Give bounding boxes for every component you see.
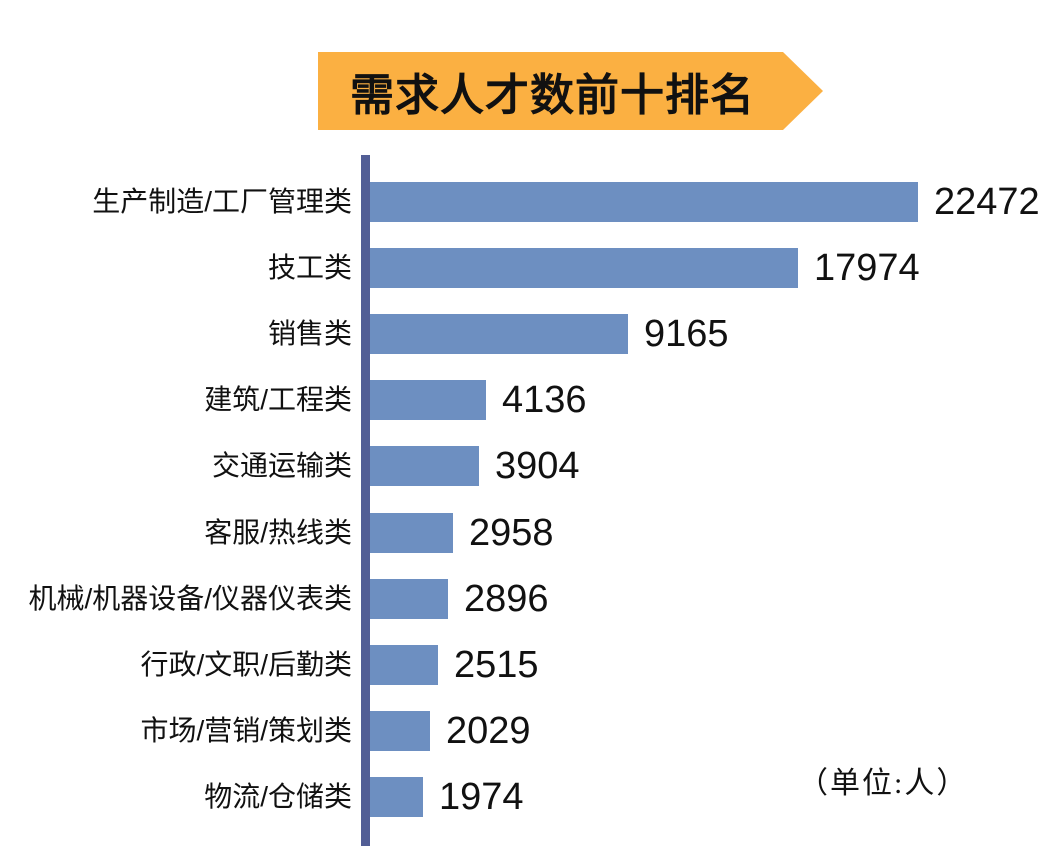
bar [370, 579, 448, 619]
value-label: 1974 [439, 776, 524, 818]
category-label: 技工类 [267, 252, 352, 283]
bar [370, 513, 453, 553]
bar [370, 314, 628, 354]
bar [370, 711, 430, 751]
bar [370, 777, 423, 817]
bar-row: 交通运输类 3904 [0, 446, 1050, 486]
category-label: 销售类 [267, 318, 352, 349]
bar [370, 248, 798, 288]
bar [370, 182, 918, 222]
category-label: 建筑/工程类 [204, 384, 352, 415]
chart-title: 需求人才数前十排名 [350, 71, 755, 120]
value-label: 4136 [502, 379, 587, 421]
value-label: 2515 [454, 644, 539, 686]
unit-note: （单位:人） [798, 767, 969, 800]
category-label: 市场/营销/策划类 [140, 715, 352, 746]
bar-row: 机械/机器设备/仪器仪表类 2896 [0, 579, 1050, 619]
value-label: 2029 [446, 710, 531, 752]
bar-row: 物流/仓储类 1974 [0, 777, 1050, 817]
category-label: 客服/热线类 [204, 517, 352, 548]
category-label: 行政/文职/后勤类 [140, 649, 352, 680]
bar [370, 645, 438, 685]
bar-row: 建筑/工程类 4136 [0, 380, 1050, 420]
value-label: 17974 [814, 247, 920, 289]
bar-row: 技工类 17974 [0, 248, 1050, 288]
bar-row: 客服/热线类 2958 [0, 513, 1050, 553]
bar [370, 380, 486, 420]
bar-row: 销售类 9165 [0, 314, 1050, 354]
title-banner: 需求人才数前十排名 [318, 52, 823, 130]
value-label: 2958 [469, 512, 554, 554]
bar-row: 生产制造/工厂管理类 22472 [0, 182, 1050, 222]
value-label: 2896 [464, 578, 549, 620]
value-label: 22472 [934, 181, 1040, 223]
category-label: 物流/仓储类 [204, 781, 352, 812]
y-axis-line [361, 155, 370, 846]
bar-row: 市场/营销/策划类 2029 [0, 711, 1050, 751]
value-label: 9165 [644, 313, 729, 355]
bar-row: 行政/文职/后勤类 2515 [0, 645, 1050, 685]
category-label: 机械/机器设备/仪器仪表类 [28, 583, 352, 614]
category-label: 交通运输类 [211, 450, 352, 481]
bar [370, 446, 479, 486]
category-label: 生产制造/工厂管理类 [92, 186, 352, 217]
value-label: 3904 [495, 445, 580, 487]
